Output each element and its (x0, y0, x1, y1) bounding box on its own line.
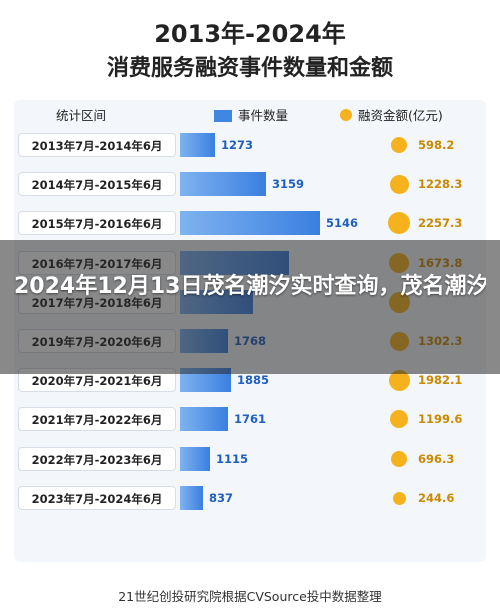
row-label: 2013年7月-2014年6月 (18, 133, 176, 157)
amount-value-label: 1228.3 (418, 177, 463, 191)
count-bar (180, 447, 210, 471)
column-header-amount: 融资金额(亿元) (358, 108, 443, 123)
amount-dot (391, 451, 407, 467)
amount-dot (389, 370, 410, 391)
count-value-label: 837 (209, 491, 234, 505)
count-bar (180, 172, 266, 196)
amount-value-label: 598.2 (418, 138, 455, 152)
headline-overlay (0, 240, 500, 374)
row-label: 2014年7月-2015年6月 (18, 172, 176, 196)
row-label: 2015年7月-2016年6月 (18, 211, 176, 235)
count-bar (180, 407, 228, 431)
row-label: 2021年7月-2022年6月 (18, 407, 176, 431)
count-bar (180, 486, 203, 510)
amount-dot (390, 410, 408, 428)
amount-value-label: 244.6 (418, 491, 455, 505)
chart-source: 21世纪创投研究院根据CVSource投中数据整理 (118, 589, 382, 604)
count-value-label: 1885 (237, 373, 270, 387)
count-value-label: 1761 (234, 412, 267, 426)
count-value-label: 5146 (326, 216, 359, 230)
amount-value-label: 696.3 (418, 452, 455, 466)
amount-value-label: 1982.1 (418, 373, 463, 387)
amount-dot (393, 492, 406, 505)
row-label: 2022年7月-2023年6月 (18, 447, 176, 471)
amount-dot (390, 175, 409, 194)
amount-value-label: 1199.6 (418, 412, 463, 426)
column-header-count: 事件数量 (238, 108, 289, 123)
chart-title: 2013年-2024年 (154, 20, 346, 48)
legend-count-swatch (214, 110, 232, 122)
headline-text: 2024年12月13日茂名潮汐实时查询，茂名潮汐新视界，20 (14, 274, 486, 299)
chart-subtitle: 消费服务融资事件数量和金额 (106, 56, 393, 81)
count-value-label: 3159 (272, 177, 305, 191)
count-bar (180, 211, 320, 235)
column-header-range: 统计区间 (56, 108, 107, 123)
amount-dot (391, 137, 407, 153)
amount-value-label: 2257.3 (418, 216, 463, 230)
row-label: 2023年7月-2024年6月 (18, 486, 176, 510)
count-value-label: 1115 (216, 452, 249, 466)
amount-dot (388, 212, 410, 234)
legend-amount-swatch (340, 109, 352, 121)
count-value-label: 1273 (221, 138, 254, 152)
count-bar (180, 133, 215, 157)
